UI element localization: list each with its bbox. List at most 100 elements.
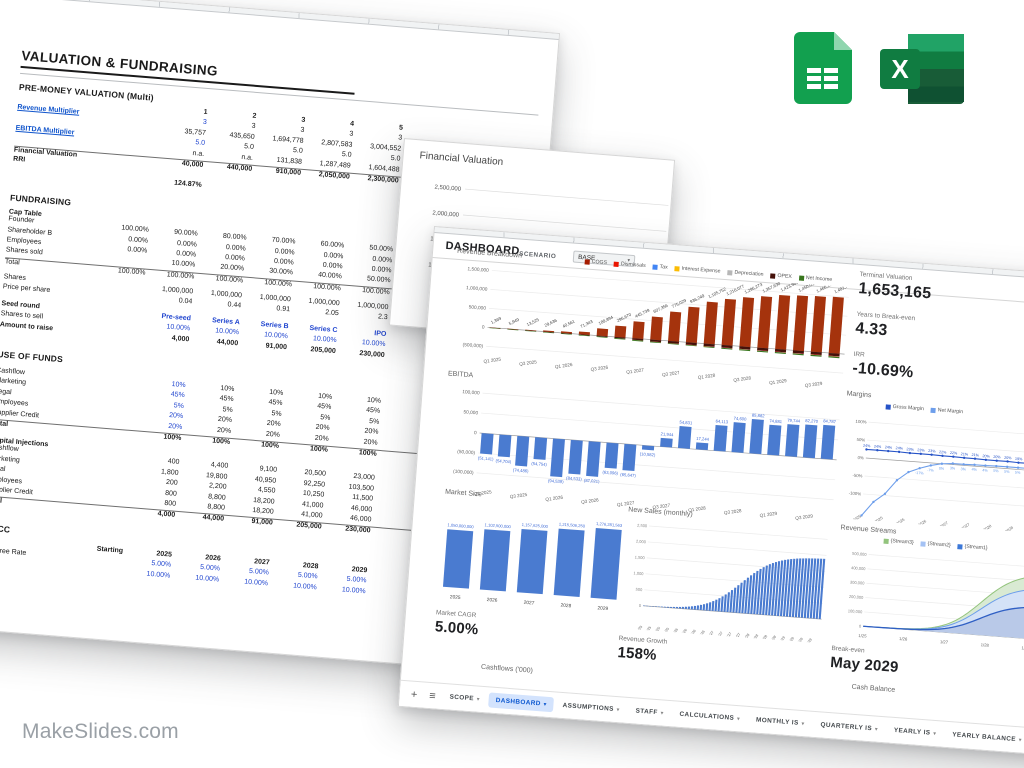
cell: 100% (358, 449, 377, 458)
svg-text:500,000: 500,000 (468, 304, 486, 311)
chevron-down-icon: ▾ (874, 726, 879, 733)
svg-text:1/28: 1/28 (743, 633, 751, 641)
svg-text:775,029: 775,029 (671, 298, 688, 310)
cell: 1,000,000 (357, 301, 389, 312)
svg-text:Q3 2029: Q3 2029 (805, 381, 824, 388)
svg-text:1,369: 1,369 (490, 316, 502, 325)
cell: 2025 (156, 550, 173, 559)
svg-text:1,050,000,000: 1,050,000,000 (447, 522, 474, 529)
panel-ebitda: EBITDA 100,000 50,000 0 (50,000) (100,000) (5… (439, 370, 847, 524)
cell: 10% (317, 392, 333, 401)
chart-title: Cashflows ('000) (480, 663, 534, 675)
legend-label: COGS (591, 258, 608, 267)
legend-swatch (674, 265, 680, 272)
tab-dashboard[interactable]: DASHBOARD ▾ (488, 692, 555, 713)
svg-text:85,882: 85,882 (752, 413, 766, 419)
cell (82, 456, 131, 460)
cell (94, 296, 143, 300)
tab-assumptions[interactable]: ASSUMPTIONS ▾ (555, 697, 627, 717)
svg-text:22%: 22% (939, 450, 947, 455)
svg-text:(74,486): (74,486) (513, 467, 530, 473)
legend-swatch (920, 540, 926, 547)
svg-text:400,000: 400,000 (851, 565, 867, 571)
legend-swatch (885, 403, 891, 410)
tab-label: YEARLY BALANCE (952, 731, 1017, 744)
chevron-down-icon: ▾ (616, 707, 620, 714)
svg-text:2,000,000: 2,000,000 (432, 211, 460, 219)
panel-kpis: Terminal Valuation 1,653,165 Years to Brea… (851, 271, 1024, 409)
cell (86, 400, 135, 404)
legend-swatch (798, 275, 804, 281)
chart-title: Cash Balance (851, 683, 896, 694)
tab-calculations[interactable]: CALCULATIONS ▾ (672, 706, 748, 727)
cell (109, 117, 158, 121)
svg-text:1,102,500,000: 1,102,500,000 (484, 522, 511, 529)
cell (110, 106, 159, 110)
svg-text:2029: 2029 (597, 605, 608, 612)
legend-swatch (727, 269, 733, 276)
tab-label: QUARTERLY IS (820, 721, 873, 733)
svg-text:189,894: 189,894 (598, 314, 615, 326)
svg-text:1/28: 1/28 (981, 642, 990, 648)
svg-text:10/29: 10/29 (804, 638, 813, 644)
cell (87, 390, 136, 394)
tab-yearly-is[interactable]: YEARLY IS ▾ (886, 722, 944, 741)
svg-text:2026: 2026 (487, 597, 498, 604)
svg-text:-50%: -50% (852, 473, 863, 479)
cell: 205,000 (296, 521, 322, 531)
svg-text:2027: 2027 (523, 600, 534, 607)
svg-text:10/28: 10/28 (768, 635, 777, 643)
svg-text:2,000: 2,000 (636, 539, 647, 545)
tab-label: YEARLY IS (893, 726, 931, 737)
svg-text:54,831: 54,831 (679, 420, 693, 426)
tab-staff[interactable]: STAFF ▾ (628, 703, 671, 721)
cell: 100% (163, 433, 182, 442)
svg-text:0%: 0% (857, 455, 864, 460)
cell: 1,000,000 (161, 286, 194, 296)
cell (77, 509, 126, 513)
svg-text:17,244: 17,244 (696, 436, 710, 442)
svg-text:5,949: 5,949 (508, 317, 520, 326)
tab-yearly-balance[interactable]: YEARLY BALANCE ▾ (945, 727, 1024, 748)
svg-text:1,157,625,000: 1,157,625,000 (522, 522, 549, 529)
legend-label: Depreciation (734, 269, 764, 278)
svg-text:Q3 2027: Q3 2027 (652, 503, 671, 510)
legend-item-opex: OPEX (770, 272, 792, 280)
legend-item-tax: Tax (652, 264, 668, 271)
cell: 10% (220, 385, 235, 394)
cell (92, 323, 141, 327)
chevron-down-icon: ▾ (933, 730, 937, 738)
svg-text:24%: 24% (874, 444, 882, 449)
market-size-chart: 1,050,000,000 2025 1,102,500,000 2026 1,157,… (442, 521, 623, 612)
add-sheet-button[interactable]: + (410, 688, 418, 701)
tab-quarterly-is[interactable]: QUARTERLY IS ▾ (813, 717, 886, 737)
svg-text:23%: 23% (928, 449, 936, 454)
svg-text:7/27: 7/27 (725, 632, 733, 640)
svg-text:10/26: 10/26 (697, 630, 706, 639)
svg-text:(54,754): (54,754) (531, 461, 548, 467)
cell (85, 410, 134, 414)
cell: 3 (301, 116, 306, 124)
svg-text:20%: 20% (993, 455, 1001, 460)
svg-text:29,636: 29,636 (544, 317, 559, 327)
panel-market-size: Market Size 1,050,000,000 2025 1,102,500,0… (434, 489, 634, 650)
row-label (12, 171, 104, 178)
tab-scope[interactable]: SCOPE ▾ (442, 689, 487, 707)
tab-monthly-is[interactable]: MONTHLY IS ▾ (748, 712, 812, 732)
svg-text:Q1 2026: Q1 2026 (555, 362, 574, 369)
svg-text:300,000: 300,000 (850, 580, 866, 586)
svg-text:1,105,752: 1,105,752 (707, 286, 727, 299)
panel-margins: Margins Gross Margin Net Margin 100% 50% 0%… (837, 390, 1024, 536)
cell: 100% (309, 445, 329, 454)
svg-text:1,276,281,563: 1,276,281,563 (596, 521, 623, 528)
all-sheets-button[interactable]: ≡ (428, 689, 437, 702)
svg-text:71,343: 71,343 (580, 319, 595, 329)
cell: 100% (212, 437, 231, 446)
svg-text:0: 0 (482, 324, 485, 330)
svg-text:1,296,273: 1,296,273 (744, 282, 764, 295)
svg-text:Q3 2029: Q3 2029 (795, 513, 814, 520)
svg-text:2,500,000: 2,500,000 (434, 185, 462, 193)
cell: 230,000 (344, 525, 371, 535)
svg-text:-17%: -17% (915, 471, 925, 476)
spacer (10, 177, 12, 193)
